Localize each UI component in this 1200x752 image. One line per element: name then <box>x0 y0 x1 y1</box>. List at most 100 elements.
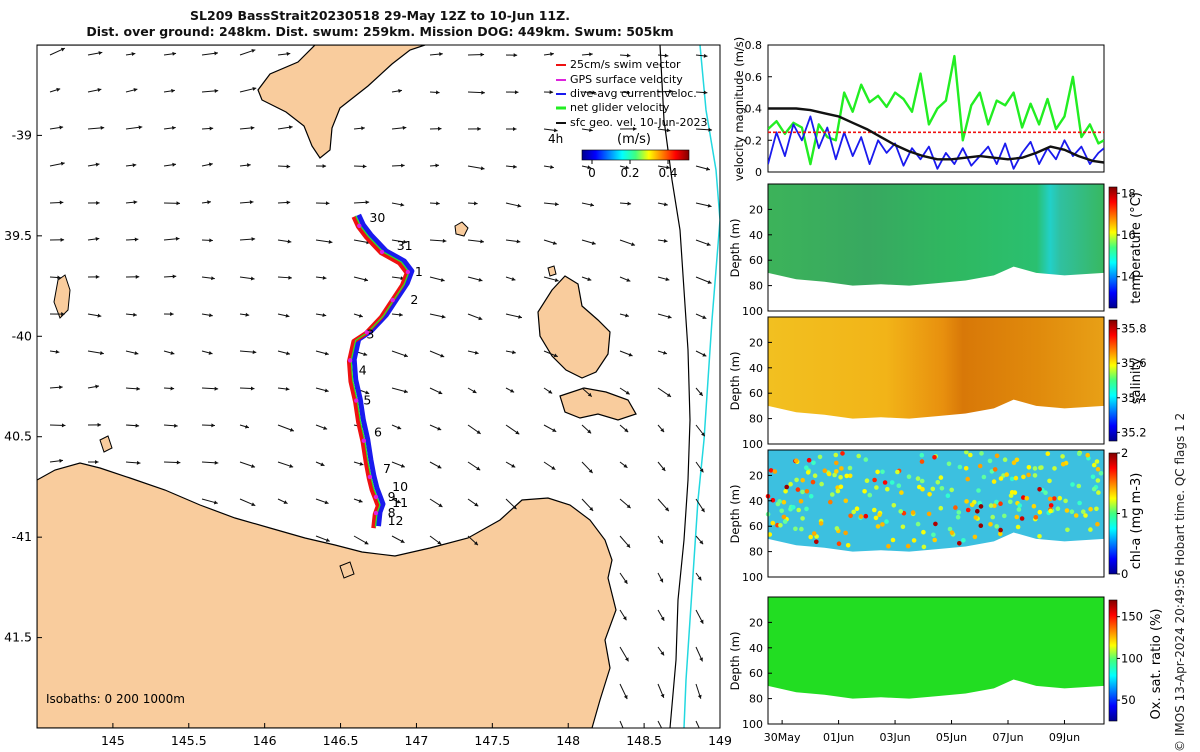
oxygen-ytick-label-0: 20 <box>749 616 763 629</box>
chla-sample-208 <box>835 526 840 531</box>
chla-sample-105 <box>779 509 784 514</box>
chla-sample-71 <box>890 480 895 485</box>
chla-sample-161 <box>883 480 888 485</box>
map-ytick-label-3: 40.5 <box>4 429 32 444</box>
oxygen-ytick-label-3: 80 <box>749 693 763 706</box>
legend-gps-velocity: GPS surface velocity <box>570 73 683 86</box>
chla-sample-126 <box>988 522 993 527</box>
chla-sample-190 <box>814 540 819 545</box>
map-ytick-label-5: 41.5 <box>4 630 32 645</box>
track-gps-fix-7 <box>390 298 394 302</box>
track-gps-fix-1 <box>357 224 361 228</box>
chla-ytick-label-2: 60 <box>749 520 763 533</box>
chla-sample-246 <box>827 472 832 477</box>
chla-sample-257 <box>1037 487 1042 492</box>
chla-sample-123 <box>1049 503 1054 508</box>
chla-sample-97 <box>1070 482 1075 487</box>
chla-sample-88 <box>1032 504 1037 509</box>
temperature-ytick-label-1: 40 <box>749 229 763 242</box>
chla-sample-131 <box>839 485 844 490</box>
date-tick-label-5: 09Jun <box>1049 731 1080 744</box>
chla-ytick-label-0: 20 <box>749 469 763 482</box>
chla-sample-255 <box>813 473 818 478</box>
chla-sample-68 <box>950 530 955 535</box>
chla-sample-219 <box>979 504 984 509</box>
date-tick-label-1: 01Jun <box>823 731 854 744</box>
chla-sample-65 <box>998 501 1003 506</box>
chla-sample-79 <box>975 509 980 514</box>
chla-sample-21 <box>995 454 1000 459</box>
chla-sample-203 <box>868 493 873 498</box>
chla-sample-251 <box>864 457 869 462</box>
isobath-label: Isobaths: 0 200 1000m <box>46 692 185 706</box>
chla-sample-125 <box>794 458 799 463</box>
chla-sample-229 <box>927 512 932 517</box>
chla-sample-218 <box>1095 459 1100 464</box>
chla-sample-73 <box>783 489 788 494</box>
chla-sample-221 <box>800 516 805 521</box>
map-xtick-label-6: 148 <box>556 733 580 748</box>
chla-ylabel: Depth (m) <box>728 485 742 544</box>
chla-sample-187 <box>874 485 879 490</box>
land-islet-a <box>548 266 556 276</box>
chla-sample-111 <box>1077 451 1082 456</box>
chla-sample-178 <box>989 503 994 508</box>
vel-ytick-label-3: 0.6 <box>745 71 763 84</box>
chla-sample-226 <box>877 512 882 517</box>
oxygen-ytick-label-4: 100 <box>742 718 763 731</box>
chla-sample-139 <box>856 454 861 459</box>
chla-sample-212 <box>880 522 885 527</box>
chla-sample-174 <box>973 535 978 540</box>
chla-sample-225 <box>1095 522 1100 527</box>
chla-sample-12 <box>970 503 975 508</box>
chla-sample-195 <box>1004 472 1009 477</box>
current-arrowhead-222 <box>662 731 666 735</box>
waypoint-label-3: 3 <box>366 326 374 341</box>
chla-sample-154 <box>1048 497 1053 502</box>
salinity-ytick-label-0: 20 <box>749 336 763 349</box>
chla-sample-156 <box>1099 471 1104 476</box>
chla-ytick-label-1: 40 <box>749 495 763 508</box>
chla-sample-230 <box>840 451 845 456</box>
chla-sample-220 <box>1026 473 1031 478</box>
chla-sample-146 <box>874 516 879 521</box>
temperature-ytick-label-3: 80 <box>749 280 763 293</box>
chla-sample-253 <box>839 466 844 471</box>
chla-sample-213 <box>811 480 816 485</box>
map-xtick-label-2: 146 <box>253 733 277 748</box>
chla-sample-93 <box>931 487 936 492</box>
salinity-cbar-label: salinity <box>1129 357 1144 404</box>
chla-sample-136 <box>837 541 842 546</box>
map-ytick-label-1: 39.5 <box>4 228 32 243</box>
chla-sample-116 <box>947 462 952 467</box>
date-tick-label-3: 05Jun <box>936 731 967 744</box>
chla-sample-228 <box>1038 466 1043 471</box>
colorbar-note: 4h <box>548 132 563 146</box>
track-gps-fix-19 <box>374 495 378 499</box>
salinity-ytick-label-1: 40 <box>749 362 763 375</box>
chla-sample-232 <box>783 519 788 524</box>
salinity-data-fill <box>768 317 1104 419</box>
chla-sample-256 <box>838 475 843 480</box>
chla-ytick-label-4: 100 <box>742 571 763 584</box>
oxygen-cbar-tick-label-1: 100 <box>1121 651 1143 665</box>
chla-sample-211 <box>1017 503 1022 508</box>
chla-sample-95 <box>1025 496 1030 501</box>
chla-sample-4 <box>872 508 877 513</box>
track-gps-fix-11 <box>348 358 352 362</box>
temperature-ylabel: Depth (m) <box>728 219 742 278</box>
map-xtick-label-5: 147.5 <box>474 733 510 748</box>
vel-ytick-label-2: 0.4 <box>745 103 763 116</box>
chla-sample-254 <box>1096 478 1101 483</box>
chla-sample-245 <box>1034 515 1039 520</box>
chla-sample-258 <box>791 505 796 510</box>
chla-sample-197 <box>965 477 970 482</box>
chla-sample-28 <box>794 478 799 483</box>
chla-sample-27 <box>782 500 787 505</box>
chla-sample-189 <box>932 538 937 543</box>
chla-sample-91 <box>901 525 906 530</box>
